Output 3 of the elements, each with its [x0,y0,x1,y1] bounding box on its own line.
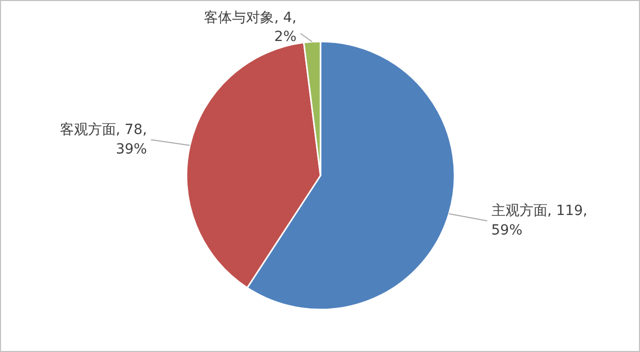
slice-label: 主观方面, 119, 59% [491,203,588,238]
slice-label: 客体与对象, 4, 2% [204,10,297,46]
slice-label: 客观方面, 78, 39% [60,122,147,158]
